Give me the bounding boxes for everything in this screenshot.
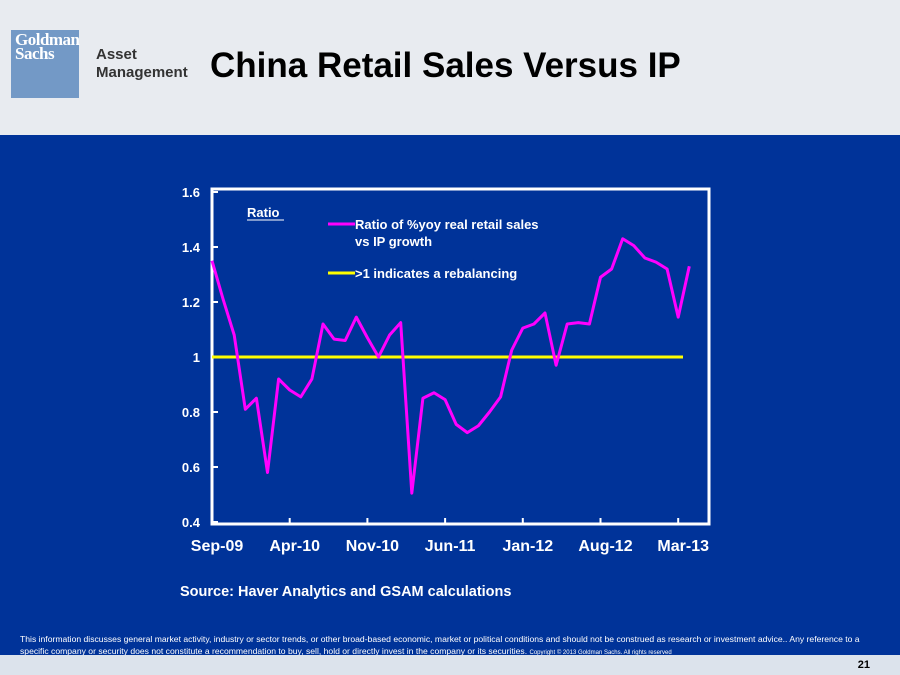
y-tick-label: 1.6 <box>182 185 200 200</box>
legend-label-threshold: >1 indicates a rebalancing <box>355 266 517 281</box>
logo-sub-line2: Management <box>96 64 188 81</box>
x-tick-label: Jan-12 <box>502 538 553 555</box>
page-number: 21 <box>857 659 870 671</box>
y-tick-label: 0.4 <box>182 515 201 530</box>
x-tick-label: Aug-12 <box>578 538 632 555</box>
y-axis-label: Ratio <box>247 205 280 220</box>
y-tick-label: 0.8 <box>182 405 200 420</box>
copyright: Copyright © 2013 Goldman Sachs. All righ… <box>529 650 672 656</box>
x-tick-label: Sep-09 <box>191 538 244 555</box>
x-tick-label: Nov-10 <box>346 538 399 555</box>
x-tick-label: Mar-13 <box>657 538 709 555</box>
logo-line2: Sachs <box>15 44 55 63</box>
disclaimer: This information discusses general marke… <box>20 633 890 659</box>
logo-line1: Goldman <box>15 30 80 49</box>
logo-sub-line1: Asset <box>96 46 137 63</box>
legend-label-ratio-2: vs IP growth <box>355 234 432 249</box>
y-tick-label: 1.2 <box>182 295 200 310</box>
line-chart: 0.4 0.6 0.8 1 1.2 1.4 1.6 Sep-09 Apr-10 Nov-10 Jun… <box>182 185 711 555</box>
goldman-sachs-logo: Goldman Sachs <box>11 30 80 98</box>
ratio-series-line <box>210 237 691 495</box>
legend-label-ratio-1: Ratio of %yoy real retail sales <box>355 217 539 232</box>
asset-management-label: Asset Management <box>96 46 188 82</box>
slide-title: China Retail Sales Versus IP <box>210 46 681 85</box>
source-note: Source: Haver Analytics and GSAM calcula… <box>180 584 512 600</box>
slide-footer: 21 <box>0 655 900 675</box>
y-tick-label: 1.4 <box>182 240 201 255</box>
y-tick-label: 0.6 <box>182 460 200 475</box>
x-tick-label: Jun-11 <box>425 538 476 555</box>
y-tick-label: 1 <box>193 350 200 365</box>
disclaimer-text: This information discusses general marke… <box>20 634 860 656</box>
x-tick-label: Apr-10 <box>269 538 320 555</box>
slide-header: Goldman Sachs Asset Management China Ret… <box>0 0 900 135</box>
